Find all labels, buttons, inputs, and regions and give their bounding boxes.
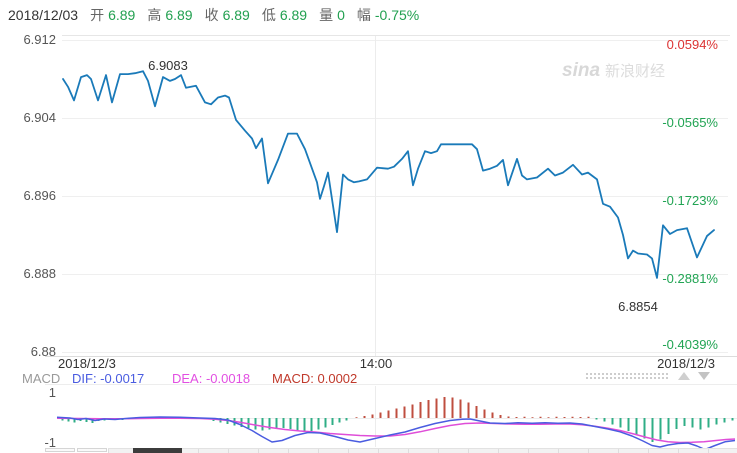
low-price-annotation: 6.8854 <box>618 299 658 314</box>
field-label: 量 <box>319 7 334 23</box>
sina-watermark: sina 新浪财经 <box>562 60 665 82</box>
panel-resize-handle[interactable] <box>585 372 669 380</box>
quote-field: 低 6.89 <box>262 5 307 25</box>
quote-field: 高 6.89 <box>147 5 192 25</box>
collapse-down-icon[interactable] <box>698 372 710 380</box>
collapse-up-icon[interactable] <box>678 372 690 380</box>
field-label: 开 <box>90 7 105 23</box>
field-label: 高 <box>147 7 162 23</box>
scrollbar-button-left[interactable] <box>45 448 75 452</box>
scrollbar-button-right[interactable] <box>77 448 107 452</box>
field-label: 幅 <box>356 7 371 23</box>
field-label: 收 <box>204 7 219 23</box>
scrollbar-thumb[interactable] <box>133 448 182 453</box>
macd-legend-item: DEA: -0.0018 <box>172 371 251 386</box>
high-price-annotation: 6.9083 <box>148 58 188 73</box>
quote-header: 2018/12/03 开 6.89 高 6.89 收 6.89 低 6.89 量 0 幅 -0.75% <box>8 5 431 25</box>
price-tick-label: 6.896 <box>23 188 56 203</box>
scrollbar-track[interactable] <box>108 448 737 453</box>
percent-tick-label: -0.4039% <box>662 337 718 352</box>
macd-legend-item: DIF: -0.0017 <box>72 371 145 386</box>
time-tick-label: 2018/12/3 <box>58 356 116 371</box>
percent-tick-label: -0.0565% <box>662 115 718 130</box>
field-value: 6.89 <box>108 7 136 23</box>
quote-field: 开 6.89 <box>90 5 135 25</box>
field-value: 6.89 <box>222 7 250 23</box>
macd-tick-label: -1 <box>44 435 56 450</box>
time-tick-label: 14:00 <box>359 356 393 371</box>
time-tick-label: 2018/12/3 <box>657 356 715 371</box>
field-value: 0 <box>337 7 345 23</box>
price-tick-label: 6.888 <box>23 266 56 281</box>
quote-fields: 开 6.89 高 6.89 收 6.89 低 6.89 量 0 幅 -0.75% <box>90 5 431 25</box>
macd-legend-item: MACD: 0.0002 <box>272 371 358 386</box>
percent-tick-label: 0.0594% <box>666 37 718 52</box>
macd-tick-label: 1 <box>48 385 56 400</box>
sina-watermark-text: 新浪财经 <box>605 63 666 80</box>
price-tick-label: 6.88 <box>30 344 56 359</box>
sina-logo: sina <box>562 60 601 81</box>
field-value: -0.75% <box>374 7 420 23</box>
field-label: 低 <box>261 7 276 23</box>
macd-legend-item: MACD <box>22 371 61 386</box>
price-tick-label: 6.912 <box>23 32 56 47</box>
percent-tick-label: -0.1723% <box>662 193 718 208</box>
price-tick-label: 6.904 <box>23 110 56 125</box>
quote-field: 收 6.89 <box>205 5 250 25</box>
field-value: 6.89 <box>165 7 193 23</box>
field-value: 6.89 <box>279 7 308 23</box>
quote-field: 幅 -0.75% <box>357 5 419 25</box>
percent-tick-label: -0.2881% <box>662 271 718 286</box>
quote-date: 2018/12/03 <box>8 7 79 23</box>
